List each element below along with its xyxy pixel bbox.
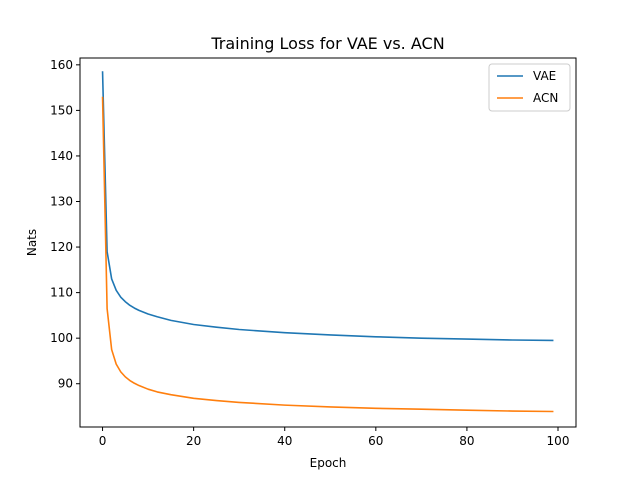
series-line-acn: [101, 96, 554, 413]
x-axis-label: Epoch: [310, 456, 347, 470]
chart-title: Training Loss for VAE vs. ACN: [210, 34, 444, 53]
y-tick-label: 150: [50, 103, 73, 117]
y-tick-label: 90: [58, 377, 73, 391]
series-line-vae: [101, 71, 554, 342]
y-tick-label: 160: [50, 58, 73, 72]
x-tick-label: 40: [277, 434, 292, 448]
x-tick-label: 60: [368, 434, 383, 448]
legend-label-acn: ACN: [533, 91, 558, 105]
y-tick-label: 110: [50, 286, 73, 300]
x-tick-label: 80: [459, 434, 474, 448]
x-tick-label: 100: [547, 434, 570, 448]
y-axis-ticks: 90 100 110 120 130 140 150 160: [50, 58, 80, 391]
y-tick-label: 130: [50, 195, 73, 209]
x-tick-label: 20: [186, 434, 201, 448]
x-tick-label: 0: [99, 434, 107, 448]
y-axis-label: Nats: [25, 229, 39, 256]
y-tick-label: 100: [50, 331, 73, 345]
series-layer: [101, 71, 554, 413]
y-tick-label: 120: [50, 240, 73, 254]
x-axis-ticks: 0 20 40 60 80 100: [99, 427, 570, 448]
legend: VAE ACN: [488, 63, 571, 112]
axes-frame: [79, 57, 577, 428]
legend-label-vae: VAE: [533, 69, 556, 83]
y-tick-label: 140: [50, 149, 73, 163]
